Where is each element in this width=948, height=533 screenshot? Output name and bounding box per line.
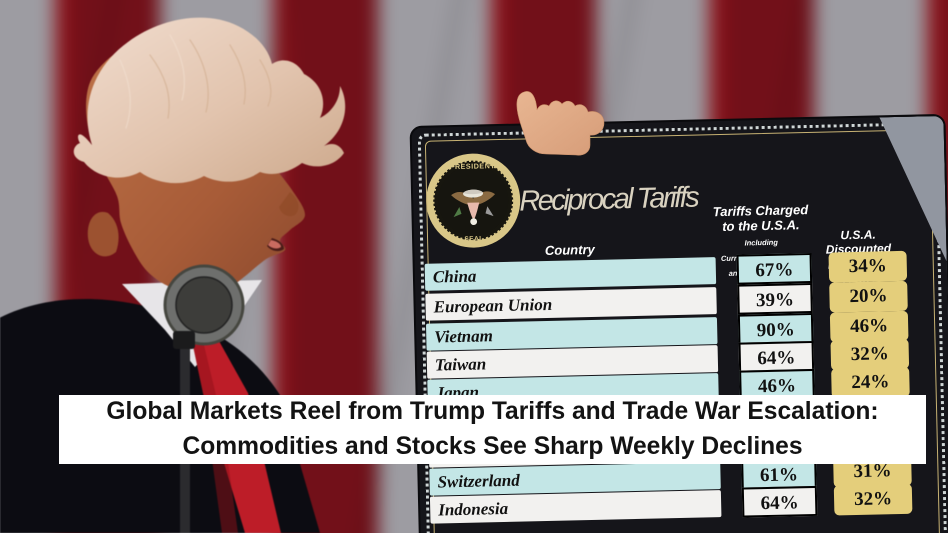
svg-text:PRESIDENT: PRESIDENT — [450, 161, 496, 171]
svg-text:SEAL: SEAL — [464, 235, 483, 242]
